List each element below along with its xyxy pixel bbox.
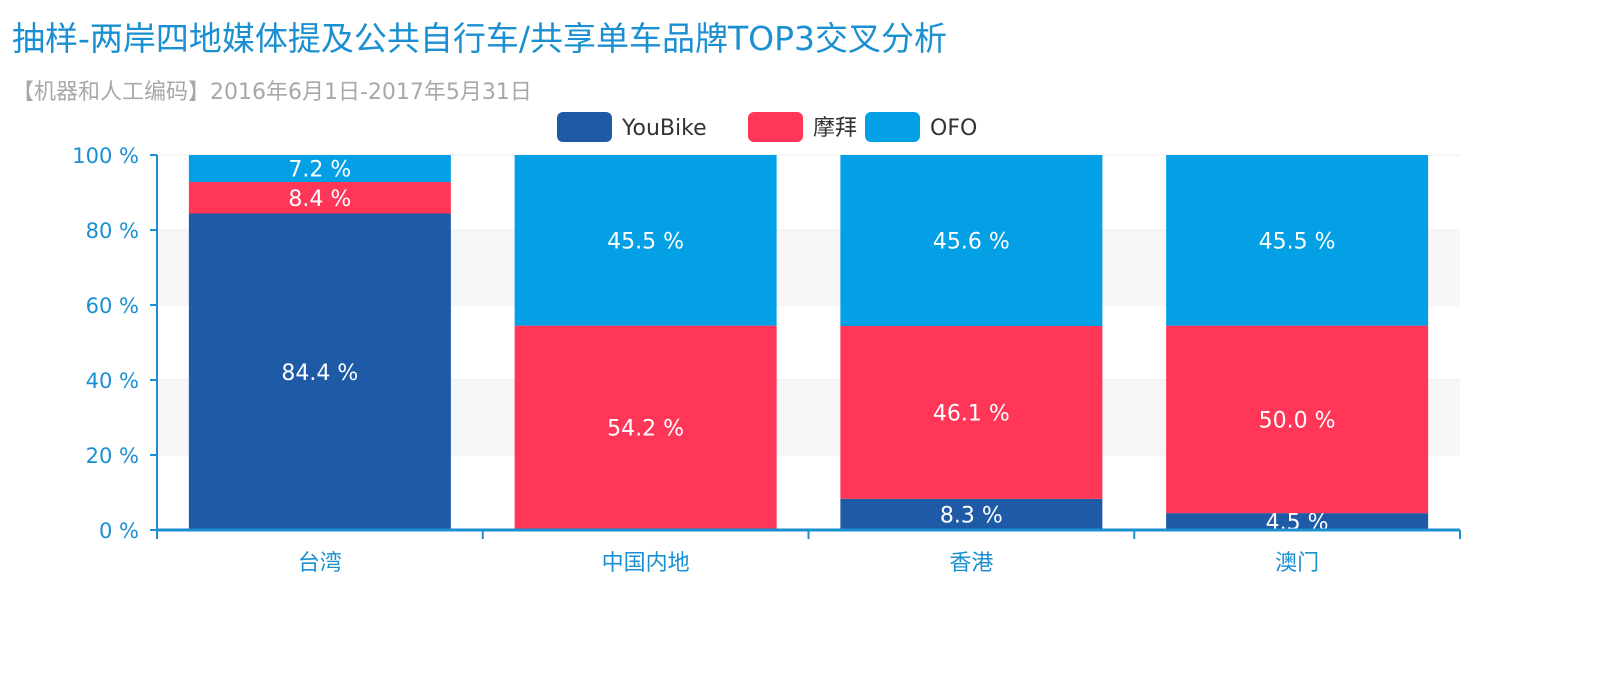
x-tick-label: 香港 [949, 551, 993, 576]
x-tick-label: 中国内地 [602, 551, 690, 576]
legend-swatch-摩拜 [748, 112, 803, 142]
legend-swatch-youbike [557, 112, 612, 142]
bar-segment-youbike [1166, 513, 1429, 530]
data-label: 7.2 % [288, 158, 351, 183]
data-label: 4.5 % [1266, 511, 1329, 536]
bar-segment-youbike [840, 498, 1103, 530]
bar-segment-youbike [188, 213, 451, 530]
chart-title: 抽样-两岸四地媒体提及公共自行车/共享单车品牌TOP3交叉分析 [12, 19, 948, 58]
data-label: 45.5 % [607, 229, 684, 254]
y-tick-label: 60 % [86, 294, 139, 318]
chart-subtitle: 【机器和人工编码】2016年6月1日-2017年5月31日 [12, 80, 532, 105]
bar-segment-摩拜 [840, 326, 1103, 499]
bar-segment-摩拜 [1166, 325, 1429, 514]
x-tick-label: 台湾 [298, 551, 342, 576]
data-label: 54.2 % [607, 416, 684, 441]
data-label: 50.0 % [1259, 408, 1336, 433]
y-tick-label: 100 % [72, 144, 139, 168]
bar-segment-ofo [514, 155, 777, 326]
legend-label: YouBike [621, 116, 707, 141]
y-tick-label: 40 % [86, 369, 139, 393]
legend-swatch-ofo [865, 112, 920, 142]
bar-segment-ofo [188, 155, 451, 182]
legend-label: 摩拜 [813, 116, 857, 141]
bar-segment-摩拜 [188, 182, 451, 214]
y-tick-label: 0 % [99, 519, 139, 543]
bar-segment-ofo [840, 155, 1103, 326]
data-label: 46.1 % [933, 401, 1010, 426]
data-label: 45.5 % [1259, 229, 1336, 254]
data-label: 8.3 % [940, 503, 1003, 528]
bar-segment-摩拜 [514, 325, 777, 529]
y-tick-label: 80 % [86, 219, 139, 243]
x-tick-label: 澳门 [1275, 551, 1319, 576]
bar-segment-ofo [1166, 155, 1429, 326]
data-label: 45.6 % [933, 230, 1010, 255]
legend-label: OFO [930, 116, 977, 141]
y-tick-label: 20 % [86, 444, 139, 468]
data-label: 8.4 % [288, 187, 351, 212]
data-label: 84.4 % [281, 361, 358, 386]
